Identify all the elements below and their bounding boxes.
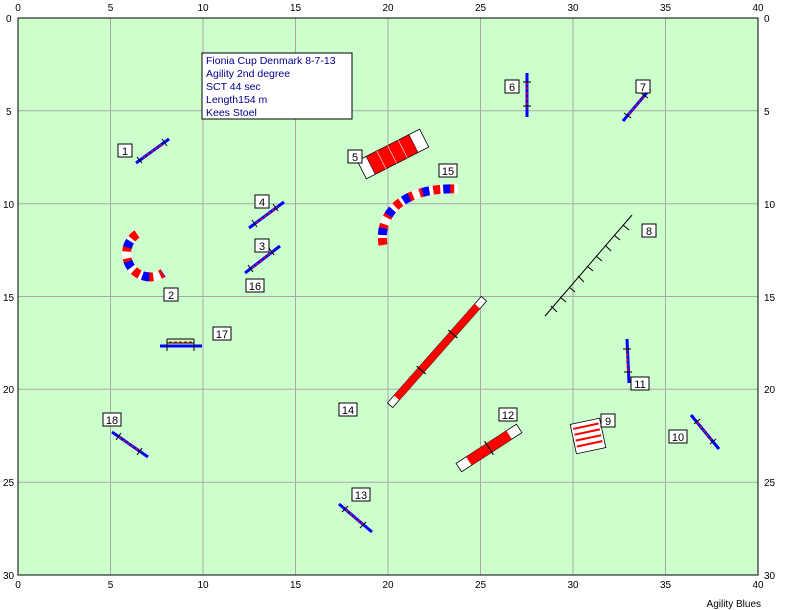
course-info-box: Fionia Cup Denmark 8-7-13 Agility 2nd de… <box>201 52 353 120</box>
jump-11 <box>623 338 632 384</box>
svg-text:11: 11 <box>634 379 645 391</box>
tick-label: 40 <box>752 580 764 591</box>
label-1: 1 <box>117 143 133 158</box>
label-14: 14 <box>338 402 358 417</box>
svg-text:17: 17 <box>216 329 228 341</box>
svg-text:6: 6 <box>509 82 515 94</box>
tick-label: 15 <box>3 293 15 304</box>
seesaw-12 <box>455 423 523 473</box>
tick-label: 25 <box>764 478 776 489</box>
label-17: 17 <box>212 326 232 341</box>
label-18: 18 <box>102 412 122 427</box>
a-frame-5 <box>356 128 430 180</box>
label-7: 7 <box>635 79 651 94</box>
label-3: 3 <box>254 238 270 253</box>
tick-label: 40 <box>752 3 764 14</box>
tick-label: 10 <box>764 200 776 211</box>
tick-label: 5 <box>108 580 114 591</box>
jump-3 <box>244 244 281 275</box>
tick-label: 0 <box>15 580 21 591</box>
tick-label: 35 <box>660 3 672 14</box>
label-15: 15 <box>438 163 458 178</box>
svg-text:16: 16 <box>249 281 261 293</box>
jump-7 <box>621 88 652 122</box>
label-5: 5 <box>347 149 363 164</box>
x-axis-bottom-labels: 0 5 10 15 20 25 30 35 40 <box>15 580 764 591</box>
tick-label: 25 <box>475 3 487 14</box>
info-sct: SCT 44 sec <box>206 81 261 93</box>
tick-label: 5 <box>764 107 770 118</box>
label-2: 2 <box>163 287 179 302</box>
tick-label: 20 <box>382 3 394 14</box>
tick-label: 25 <box>475 580 487 591</box>
tick-label: 10 <box>3 200 15 211</box>
svg-text:10: 10 <box>672 432 684 444</box>
tick-label: 15 <box>290 580 302 591</box>
label-12: 12 <box>498 407 518 422</box>
svg-text:12: 12 <box>502 410 514 422</box>
table-9 <box>569 417 607 455</box>
tick-label: 20 <box>382 580 394 591</box>
tick-label: 10 <box>197 3 209 14</box>
tick-label: 5 <box>108 3 114 14</box>
tick-label: 30 <box>567 3 579 14</box>
jump-13 <box>338 502 373 534</box>
info-title: Fionia Cup Denmark 8-7-13 <box>206 55 336 67</box>
label-9: 9 <box>600 413 616 428</box>
x-axis-top-labels: 0 5 10 15 20 25 30 35 40 <box>15 3 764 14</box>
svg-text:13: 13 <box>355 490 367 502</box>
tick-label: 0 <box>15 3 21 14</box>
jump-6 <box>523 73 531 117</box>
svg-text:14: 14 <box>342 405 354 417</box>
jump-1 <box>135 137 170 165</box>
svg-text:2: 2 <box>168 290 174 302</box>
y-axis-right-labels: 0 5 10 15 20 25 30 <box>764 14 776 582</box>
info-judge: Kees Stoel <box>206 107 257 119</box>
tick-label: 20 <box>3 385 15 396</box>
svg-text:15: 15 <box>442 166 454 178</box>
label-11: 11 <box>630 376 650 391</box>
tunnel-2 <box>122 230 166 282</box>
label-13: 13 <box>351 487 371 502</box>
svg-text:9: 9 <box>605 416 611 428</box>
tick-label: 30 <box>764 571 776 582</box>
jump-18 <box>111 430 149 459</box>
svg-text:18: 18 <box>106 415 118 427</box>
label-4: 4 <box>254 194 270 209</box>
tick-label: 15 <box>290 3 302 14</box>
brand-label: Agility Blues <box>707 599 761 610</box>
label-8: 8 <box>641 223 657 238</box>
tick-label: 0 <box>764 14 770 25</box>
label-6: 6 <box>504 79 520 94</box>
jump-10 <box>689 414 721 450</box>
svg-text:1: 1 <box>122 146 128 158</box>
tick-label: 35 <box>660 580 672 591</box>
tick-label: 10 <box>197 580 209 591</box>
svg-text:5: 5 <box>352 152 358 164</box>
svg-text:4: 4 <box>259 197 265 209</box>
info-class: Agility 2nd degree <box>206 68 290 80</box>
wall-17 <box>160 338 202 351</box>
jump-4 <box>248 200 285 230</box>
tunnel-15 <box>377 184 459 246</box>
svg-text:8: 8 <box>646 226 652 238</box>
tick-label: 25 <box>3 478 15 489</box>
tick-label: 30 <box>3 571 15 582</box>
tick-label: 30 <box>567 580 579 591</box>
tick-label: 15 <box>764 293 776 304</box>
svg-text:7: 7 <box>640 82 646 94</box>
y-axis-left-labels: 0 5 10 15 20 25 30 <box>3 14 15 582</box>
tick-label: 20 <box>764 385 776 396</box>
weave-poles-8 <box>544 214 633 317</box>
label-10: 10 <box>668 429 688 444</box>
label-16: 16 <box>245 278 265 293</box>
tick-label: 5 <box>6 107 12 118</box>
info-length: Length154 m <box>206 94 268 106</box>
svg-text:3: 3 <box>259 241 265 253</box>
dogwalk-14 <box>386 295 488 409</box>
tick-label: 0 <box>6 14 12 25</box>
